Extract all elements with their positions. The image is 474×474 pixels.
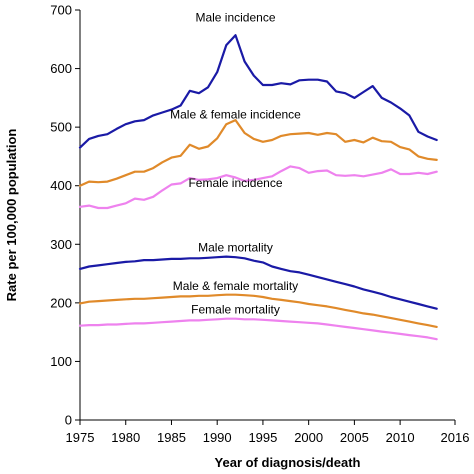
- series-label-male-incidence: Male incidence: [195, 11, 275, 25]
- series-line-male-mortality: [78, 255, 438, 310]
- x-tick-label: 1975: [66, 430, 95, 445]
- x-axis-title: Year of diagnosis/death: [215, 455, 361, 470]
- series-line-female-incidence: [78, 165, 438, 210]
- series-label-male-and-female-incidence: Male & female incidence: [170, 107, 301, 121]
- x-tick-label: 1985: [157, 430, 186, 445]
- x-tick-label: 1995: [248, 430, 277, 445]
- y-tick-label: 0: [65, 413, 72, 428]
- series-label-female-incidence: Female incidence: [188, 176, 282, 190]
- y-tick-label: 100: [50, 354, 72, 369]
- series-label-male-mortality: Male mortality: [198, 240, 273, 254]
- x-tick-label: 2010: [386, 430, 415, 445]
- y-tick-label: 300: [50, 237, 72, 252]
- y-axis-title: Rate per 100,000 population: [4, 129, 19, 302]
- series-line-male-and-female-incidence: [78, 118, 438, 187]
- series-labels: Male incidence Male & female incidence Fem…: [170, 11, 301, 317]
- y-tick-label: 500: [50, 120, 72, 135]
- y-tick-label: 400: [50, 178, 72, 193]
- series-label-male-and-female-mortality: Male & female mortality: [173, 279, 298, 293]
- series-lines: [78, 34, 438, 341]
- series-line-female-mortality: [78, 317, 438, 341]
- x-tick-label: 1990: [203, 430, 232, 445]
- x-axis-ticks: 1975 1980 1985 1990 1995 2000 2005 2010 2016: [66, 420, 470, 445]
- y-tick-label: 700: [50, 3, 72, 18]
- y-tick-label: 600: [50, 61, 72, 76]
- x-tick-label: 2016: [441, 430, 470, 445]
- x-tick-label: 1980: [111, 430, 140, 445]
- series-line-male-and-female-mortality: [78, 293, 438, 328]
- x-tick-label: 2005: [340, 430, 369, 445]
- series-label-female-mortality: Female mortality: [191, 302, 280, 316]
- y-axis-ticks: 0 100 200 300 400 500 600 700: [50, 3, 80, 428]
- series-line-male-incidence: [78, 34, 438, 149]
- y-tick-label: 200: [50, 295, 72, 310]
- x-tick-label: 2000: [294, 430, 323, 445]
